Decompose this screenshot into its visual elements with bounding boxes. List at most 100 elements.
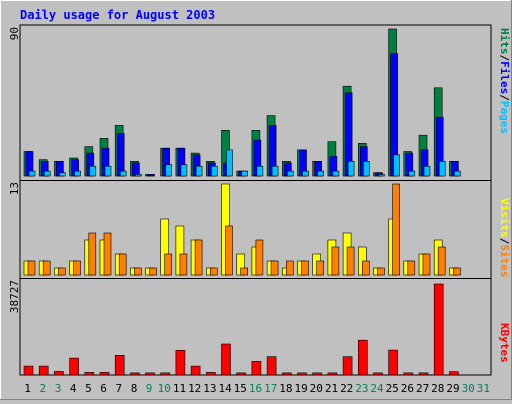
sites-bar <box>331 246 340 276</box>
visits-panel-legend: Visits/Sites <box>498 198 511 278</box>
kbytes-bar <box>251 361 262 376</box>
pages-bar <box>211 165 218 177</box>
pages-bar <box>271 165 279 177</box>
x-tick-day-30: 30 <box>462 382 475 395</box>
kbytes-bar <box>403 372 414 376</box>
pages-bar <box>378 174 385 177</box>
x-tick-day-25: 25 <box>386 382 399 395</box>
kbytes-bar <box>418 372 429 376</box>
legend-separator: / <box>498 55 511 62</box>
sites-bar <box>240 267 248 276</box>
kbytes-bar <box>175 349 186 376</box>
sites-bar <box>453 267 461 276</box>
kbytes-bar <box>433 283 444 376</box>
sites-bar <box>134 267 142 276</box>
kbytes-bar <box>130 372 140 376</box>
x-tick-day-23: 23 <box>355 382 368 395</box>
pages-bar <box>104 165 112 177</box>
x-tick-day-31: 31 <box>477 382 490 395</box>
kbytes-bar <box>281 372 292 376</box>
pages-bar <box>256 165 264 177</box>
x-tick-day-6: 6 <box>100 382 107 395</box>
pages-bar <box>408 170 416 177</box>
x-tick-day-8: 8 <box>131 382 138 395</box>
pages-bar <box>393 154 400 177</box>
x-tick-day-9: 9 <box>146 382 153 395</box>
pages-bar <box>165 164 172 177</box>
pages-bar <box>332 170 340 177</box>
x-tick-day-5: 5 <box>85 382 92 395</box>
legend-sites: Sites <box>498 244 511 277</box>
sites-bar <box>27 260 36 276</box>
sites-bar <box>73 260 81 276</box>
hits-panel-ymax-label: 90 <box>8 27 21 40</box>
pages-bar <box>302 170 309 177</box>
x-tick-day-3: 3 <box>55 382 62 395</box>
pages-bar <box>317 170 325 177</box>
kbytes-bar <box>54 371 64 376</box>
sites-bar <box>42 260 51 276</box>
pages-bar <box>286 170 294 177</box>
pages-bar <box>362 161 370 177</box>
kbytes-panel-ymax-label: 38727 <box>8 280 21 313</box>
pages-bar <box>135 174 142 177</box>
kbytes-bar <box>388 349 398 376</box>
x-tick-day-19: 19 <box>294 382 307 395</box>
x-tick-day-24: 24 <box>370 382 384 395</box>
pages-bar <box>43 170 51 177</box>
sites-bar <box>164 253 172 276</box>
kbytes-bar <box>373 372 383 376</box>
pages-bar <box>438 161 446 177</box>
bars-layer <box>23 28 461 376</box>
legend-separator: / <box>498 94 511 101</box>
x-tick-day-13: 13 <box>203 382 216 395</box>
kbytes-bar <box>449 371 459 376</box>
kbytes-bar <box>312 372 323 376</box>
kbytes-bar <box>145 372 155 376</box>
pages-bar <box>89 165 97 177</box>
pages-bar <box>423 165 431 177</box>
kbytes-bar <box>84 372 95 376</box>
sites-bar <box>118 253 127 276</box>
pages-bar <box>454 170 461 177</box>
x-tick-day-27: 27 <box>416 382 429 395</box>
sites-bar <box>179 253 188 276</box>
x-tick-day-11: 11 <box>173 382 186 395</box>
x-tick-day-10: 10 <box>158 382 171 395</box>
sites-bar <box>301 260 309 276</box>
sites-bar <box>255 239 264 276</box>
kbytes-bar <box>69 357 79 376</box>
kbytes-bar <box>160 372 170 376</box>
x-tick-day-18: 18 <box>279 382 292 395</box>
sites-bar <box>361 260 370 276</box>
sites-bar <box>58 267 66 276</box>
kbytes-bar <box>297 372 307 376</box>
x-tick-day-7: 7 <box>115 382 122 395</box>
chart-title: Daily usage for August 2003 <box>20 8 215 22</box>
legend-separator: / <box>498 238 511 245</box>
x-tick-day-4: 4 <box>70 382 77 395</box>
legend-hits: Hits <box>498 28 511 55</box>
hits-panel-legend: Hits/Files/Pages <box>498 28 511 134</box>
kbytes-bar <box>206 372 216 376</box>
sites-bar <box>194 239 203 276</box>
sites-bar <box>103 232 112 276</box>
visits-panel-ymax-label: 13 <box>8 182 21 195</box>
x-tick-day-2: 2 <box>39 382 46 395</box>
kbytes-panel-legend: KBytes <box>498 323 511 363</box>
kbytes-bar <box>38 365 49 376</box>
legend-files: Files <box>498 61 511 94</box>
sites-bar <box>422 253 431 276</box>
kbytes-bar <box>236 372 246 376</box>
x-tick-day-26: 26 <box>401 382 414 395</box>
pages-bar <box>226 149 233 177</box>
x-tick-day-12: 12 <box>188 382 201 395</box>
pages-bar <box>59 172 66 177</box>
kbytes-bar <box>266 356 277 376</box>
pages-bar <box>347 161 355 177</box>
files-bar <box>147 174 155 177</box>
pages-bar <box>195 165 203 177</box>
x-tick-day-20: 20 <box>310 382 323 395</box>
